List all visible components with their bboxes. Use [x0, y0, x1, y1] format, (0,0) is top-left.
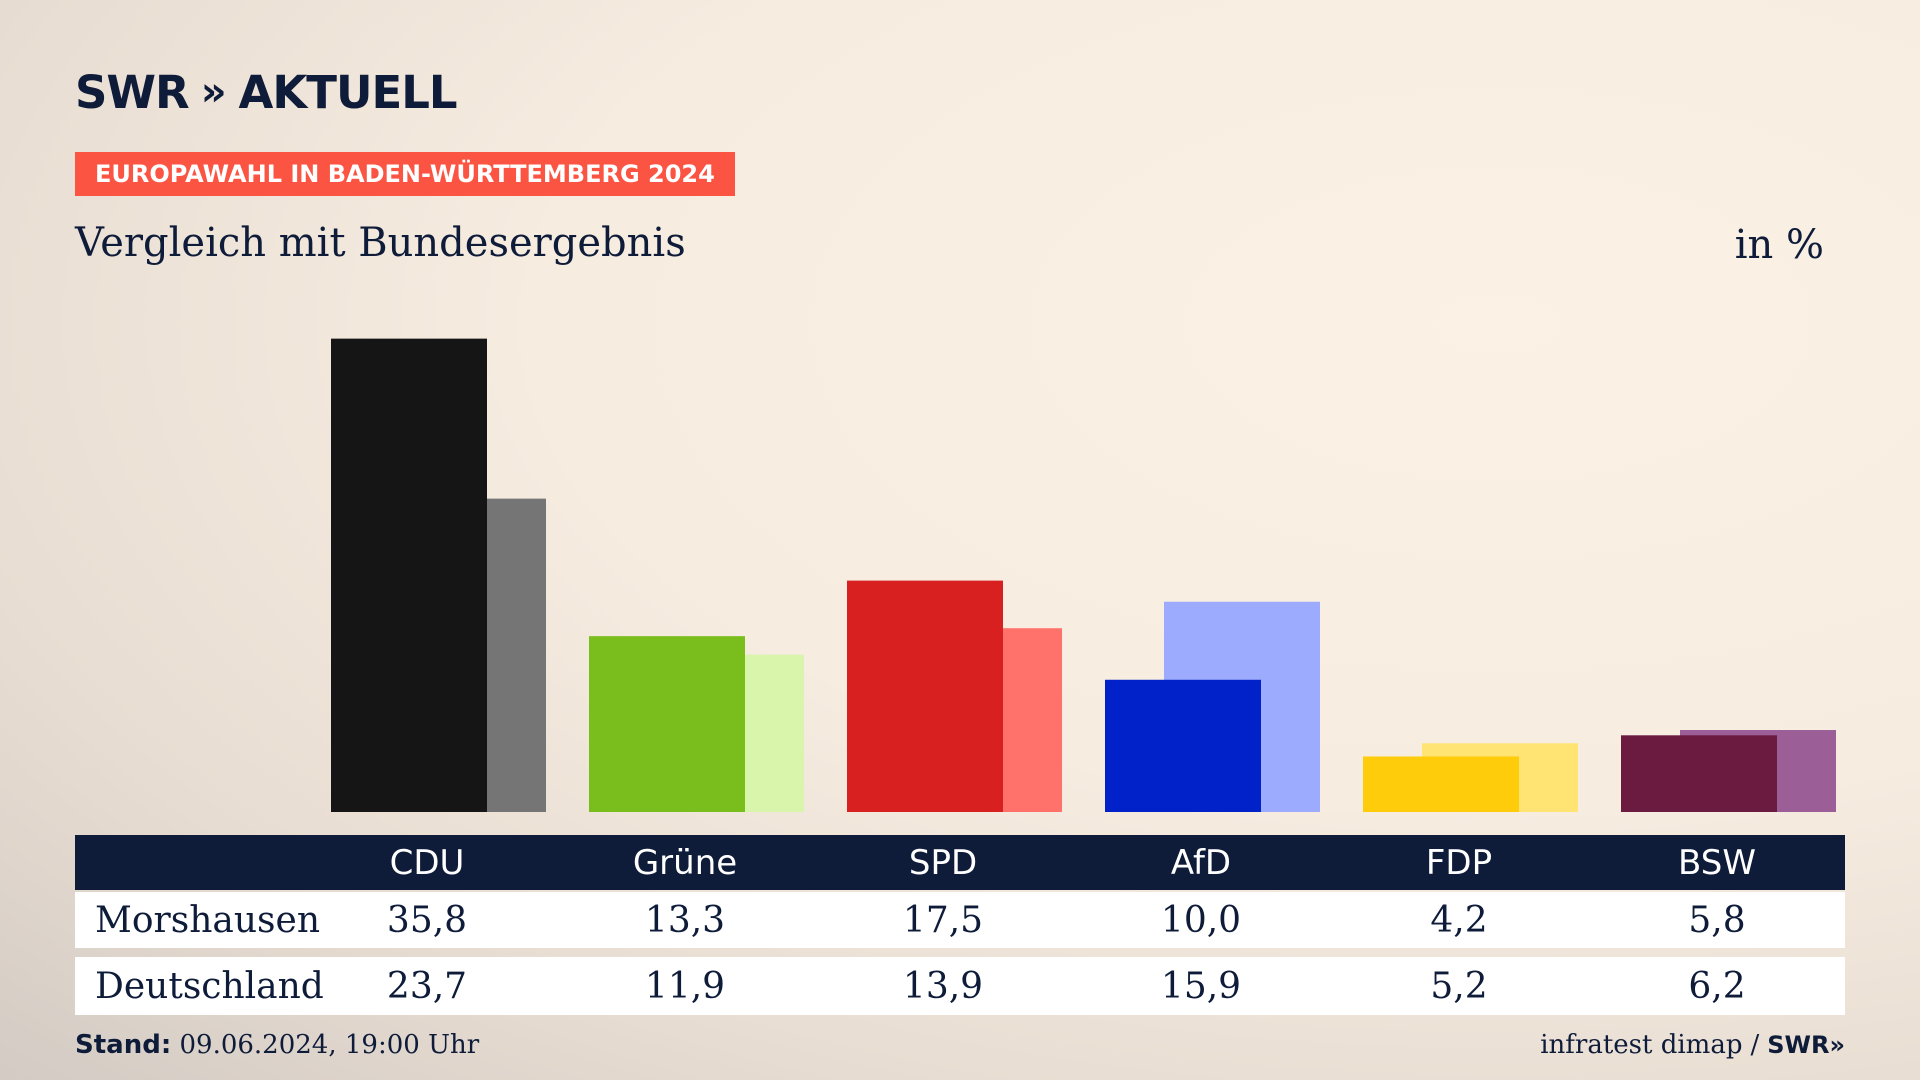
footer-source: infratest dimap / SWR» [1540, 1030, 1845, 1060]
row-label-deutschland: Deutschland [95, 965, 324, 1007]
category-label-cdu: CDU [389, 842, 465, 883]
value-morshausen-spd: 17,5 [902, 899, 984, 941]
category-label-fdp: FDP [1425, 842, 1493, 883]
election-kicker: EUROPAWAHL IN BADEN-WÜRTTEMBERG 2024 [75, 152, 735, 196]
value-morshausen-cdu: 35,8 [386, 899, 468, 941]
value-morshausen-bsw: 5,8 [1688, 899, 1746, 941]
value-morshausen-afd: 10,0 [1160, 899, 1242, 941]
table-header: CDU Grüne SPD AfD FDP BSW [75, 835, 1845, 890]
bar-morshausen-bsw [1621, 735, 1777, 812]
stand-value: 09.06.2024, 19:00 Uhr [179, 1030, 480, 1060]
category-label-spd: SPD [908, 842, 978, 883]
unit-label: in % [1734, 222, 1824, 268]
chart-subtitle: Vergleich mit Bundesergebnis [75, 220, 686, 266]
stand-label: Stand: [75, 1030, 172, 1060]
source-separator: / [1750, 1030, 1760, 1060]
bar-morshausen-spd [847, 580, 1003, 812]
bar-morshausen-grüne [589, 636, 745, 812]
category-label-grüne: Grüne [632, 842, 738, 883]
logo-swr-text: SWR [75, 65, 190, 119]
table-row-deutschland: Deutschland 23,7 11,9 13,9 15,9 5,2 6,2 [75, 957, 1845, 1015]
value-deutschland-cdu: 23,7 [386, 965, 468, 1007]
category-label-afd: AfD [1170, 842, 1232, 883]
value-deutschland-spd: 13,9 [902, 965, 984, 1007]
swr-brand-logo: SWR» [1767, 1031, 1845, 1059]
bar-morshausen-afd [1105, 679, 1261, 812]
value-deutschland-bsw: 6,2 [1688, 965, 1746, 1007]
source-text: infratest dimap [1540, 1030, 1743, 1060]
value-deutschland-afd: 15,9 [1160, 965, 1242, 1007]
swr-aktuell-logo: SWR» AKTUELL [75, 65, 458, 119]
bar-morshausen-cdu [331, 338, 487, 812]
logo-section-text: AKTUELL [238, 65, 458, 119]
value-deutschland-grüne: 11,9 [644, 965, 726, 1007]
bar-morshausen-fdp [1363, 756, 1519, 812]
value-morshausen-grüne: 13,3 [644, 899, 726, 941]
row-label-morshausen: Morshausen [95, 899, 321, 941]
footer-timestamp: Stand: 09.06.2024, 19:00 Uhr [75, 1030, 479, 1060]
category-label-bsw: BSW [1678, 842, 1756, 883]
value-deutschland-fdp: 5,2 [1430, 965, 1488, 1007]
table-row-morshausen: Morshausen 35,8 13,3 17,5 10,0 4,2 5,8 [75, 892, 1845, 948]
value-morshausen-fdp: 4,2 [1430, 899, 1488, 941]
